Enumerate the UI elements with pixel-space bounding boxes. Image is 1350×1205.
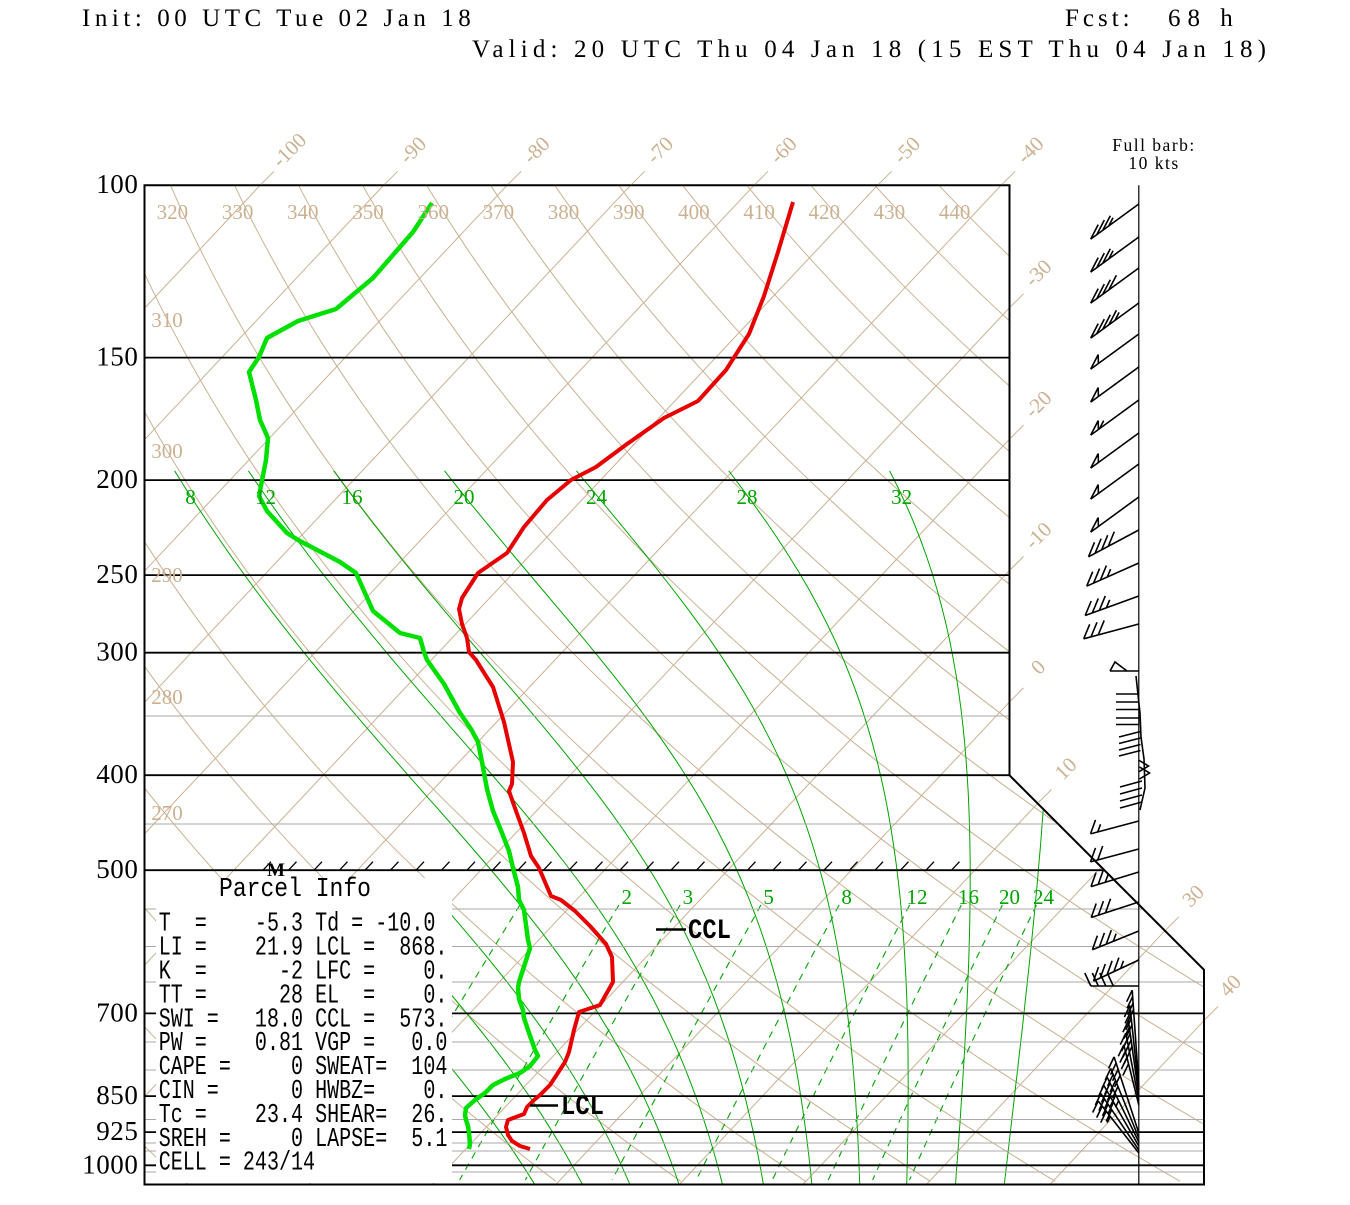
svg-text:700: 700 <box>96 997 138 1027</box>
svg-text:270: 270 <box>151 801 183 825</box>
svg-text:20: 20 <box>999 885 1020 909</box>
svg-text:Init: 00 UTC Tue 02 Jan 18: Init: 00 UTC Tue 02 Jan 18 <box>82 5 475 32</box>
svg-text:290: 290 <box>151 563 183 587</box>
svg-text:10 kts: 10 kts <box>1128 153 1179 173</box>
svg-text:500: 500 <box>96 854 138 884</box>
svg-text:410: 410 <box>743 200 775 224</box>
svg-text:Valid: 20 UTC Thu 04 Jan 18 (1: Valid: 20 UTC Thu 04 Jan 18 (15 EST Thu … <box>472 36 1271 63</box>
svg-text:360: 360 <box>417 200 449 224</box>
svg-text:SREH = 0 LAPSE= 5.1: SREH = 0 LAPSE= 5.1 <box>159 1125 448 1155</box>
svg-text:CELL = 243/14: CELL = 243/14 <box>159 1149 315 1179</box>
svg-text:LI = 21.9 LCL = 868.: LI = 21.9 LCL = 868. <box>159 934 448 964</box>
svg-text:Fcst:: Fcst: <box>1065 5 1134 32</box>
svg-text:1000: 1000 <box>82 1149 138 1179</box>
svg-text:330: 330 <box>222 200 254 224</box>
svg-text:3: 3 <box>683 885 694 909</box>
svg-text:310: 310 <box>151 308 183 332</box>
svg-text:300: 300 <box>151 439 183 463</box>
svg-text:300: 300 <box>96 637 138 667</box>
svg-text:32: 32 <box>891 485 912 509</box>
svg-text:20: 20 <box>454 485 475 509</box>
svg-text:440: 440 <box>939 200 971 224</box>
svg-text:850: 850 <box>96 1080 138 1110</box>
svg-text:420: 420 <box>809 200 841 224</box>
svg-text:280: 280 <box>151 685 183 709</box>
svg-text:320: 320 <box>157 200 189 224</box>
svg-text:250: 250 <box>96 559 138 589</box>
svg-text:100: 100 <box>96 169 138 199</box>
svg-text:8: 8 <box>185 485 196 509</box>
svg-text:390: 390 <box>613 200 645 224</box>
svg-text:200: 200 <box>96 464 138 494</box>
svg-text:CAPE = 0 SWEAT= 104: CAPE = 0 SWEAT= 104 <box>159 1053 448 1083</box>
svg-text:2: 2 <box>622 885 633 909</box>
svg-text:Tc = 23.4 SHEAR= 26.: Tc = 23.4 SHEAR= 26. <box>159 1101 448 1131</box>
svg-text:400: 400 <box>678 200 710 224</box>
svg-text:PW = 0.81 VGP = 0.0: PW = 0.81 VGP = 0.0 <box>159 1029 448 1059</box>
svg-text:Parcel Info: Parcel Info <box>219 875 371 905</box>
svg-text:Full barb:: Full barb: <box>1112 135 1196 155</box>
svg-text:350: 350 <box>352 200 384 224</box>
svg-text:5: 5 <box>763 885 774 909</box>
svg-text:370: 370 <box>483 200 515 224</box>
svg-text:12: 12 <box>907 885 928 909</box>
svg-text:LCL: LCL <box>561 1092 604 1123</box>
svg-text:12: 12 <box>255 485 276 509</box>
svg-text:CIN = 0 HWBZ= 0.: CIN = 0 HWBZ= 0. <box>159 1077 448 1107</box>
svg-text:CCL: CCL <box>688 916 731 947</box>
svg-text:M: M <box>267 860 285 881</box>
svg-text:400: 400 <box>96 759 138 789</box>
svg-text:T = -5.3 Td = -10.0: T = -5.3 Td = -10.0 <box>159 910 436 940</box>
svg-text:925: 925 <box>96 1116 138 1146</box>
svg-text:24: 24 <box>1033 885 1055 909</box>
svg-text:28: 28 <box>737 485 758 509</box>
svg-text:68 h: 68 h <box>1168 5 1240 32</box>
svg-text:150: 150 <box>96 342 138 372</box>
svg-text:16: 16 <box>958 885 979 909</box>
svg-text:TT = 28 EL = 0.: TT = 28 EL = 0. <box>159 981 448 1011</box>
svg-text:380: 380 <box>548 200 580 224</box>
svg-text:430: 430 <box>874 200 906 224</box>
svg-text:340: 340 <box>287 200 319 224</box>
svg-text:24: 24 <box>586 485 608 509</box>
svg-text:K = -2 LFC = 0.: K = -2 LFC = 0. <box>159 958 448 988</box>
svg-text:8: 8 <box>841 885 852 909</box>
svg-text:SWI = 18.0 CCL = 573.: SWI = 18.0 CCL = 573. <box>159 1005 448 1035</box>
svg-text:16: 16 <box>342 485 363 509</box>
